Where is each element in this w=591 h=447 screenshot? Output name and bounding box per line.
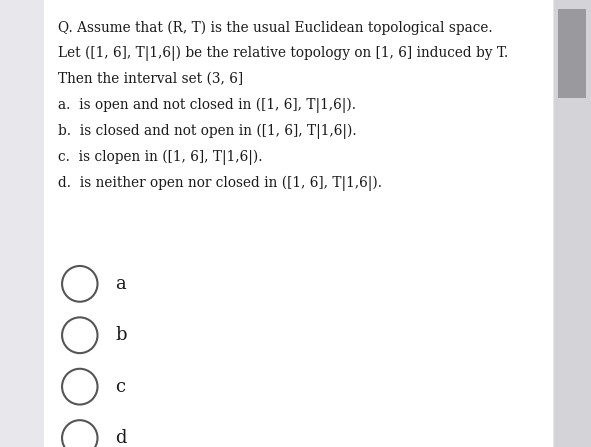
Text: a.  is open and not closed in ([1, 6], T|1,6|).: a. is open and not closed in ([1, 6], T|… bbox=[58, 98, 356, 113]
Text: d.  is neither open nor closed in ([1, 6], T|1,6|).: d. is neither open nor closed in ([1, 6]… bbox=[58, 176, 382, 191]
Bar bbox=[558, 9, 586, 98]
Text: a: a bbox=[115, 275, 126, 293]
Text: c.  is clopen in ([1, 6], T|1,6|).: c. is clopen in ([1, 6], T|1,6|). bbox=[58, 150, 262, 165]
Text: Then the interval set (3, 6]: Then the interval set (3, 6] bbox=[58, 72, 243, 86]
Text: Let ([1, 6], T|1,6|) be the relative topology on [1, 6] induced by T.: Let ([1, 6], T|1,6|) be the relative top… bbox=[58, 46, 508, 61]
Text: b: b bbox=[115, 326, 126, 344]
Text: d: d bbox=[115, 429, 126, 447]
Text: c: c bbox=[115, 378, 125, 396]
Bar bbox=[554, 0, 591, 447]
Text: b.  is closed and not open in ([1, 6], T|1,6|).: b. is closed and not open in ([1, 6], T|… bbox=[58, 124, 356, 139]
Bar bbox=[44, 0, 553, 447]
Text: Q. Assume that (R, T) is the usual Euclidean topological space.: Q. Assume that (R, T) is the usual Eucli… bbox=[58, 20, 492, 34]
